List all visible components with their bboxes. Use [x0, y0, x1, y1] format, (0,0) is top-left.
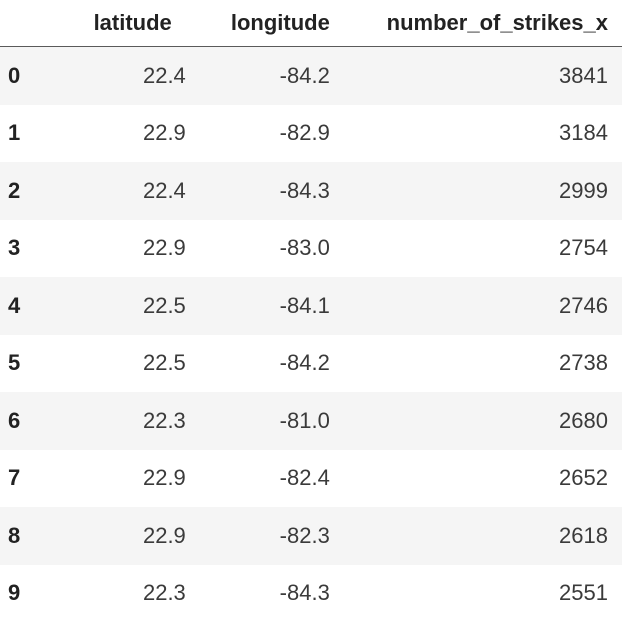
cell-latitude: 22.9 [142, 465, 186, 491]
table-header: latitude longitude number_of_strikes_x [0, 0, 622, 47]
column-header-longitude: longitude [185, 0, 344, 47]
cell-number-of-strikes: 2746 [559, 292, 608, 318]
row-index: 7 [8, 465, 21, 491]
cell-longitude: -83.0 [279, 235, 330, 261]
row-index: 0 [8, 62, 21, 88]
cell-latitude: 22.4 [142, 62, 186, 88]
column-header-latitude: latitude [43, 0, 186, 47]
cell-longitude: -84.1 [279, 292, 330, 318]
cell-latitude: 22.4 [142, 177, 186, 203]
cell-number-of-strikes: 2738 [559, 350, 608, 376]
cell-number-of-strikes: 2754 [559, 235, 608, 261]
cell-longitude: -84.2 [279, 350, 330, 376]
cell-latitude: 22.5 [142, 292, 186, 318]
row-index: 6 [8, 407, 21, 433]
row-index: 2 [8, 177, 21, 203]
cell-longitude: -84.3 [279, 177, 330, 203]
cell-latitude: 22.9 [142, 235, 186, 261]
cell-longitude: -84.2 [279, 62, 330, 88]
cell-longitude: -84.3 [279, 580, 330, 606]
cell-number-of-strikes: 2680 [559, 407, 608, 433]
index-header [0, 0, 43, 47]
table-row: 4 22.5 -84.1 2746 [0, 277, 622, 335]
row-index: 3 [8, 235, 21, 261]
cell-number-of-strikes: 2999 [559, 177, 608, 203]
cell-number-of-strikes: 2652 [559, 465, 608, 491]
table-row: 6 22.3 -81.0 2680 [0, 392, 622, 450]
table-row: 1 22.9 -82.9 3184 [0, 104, 622, 162]
cell-latitude: 22.9 [142, 120, 186, 146]
row-index: 8 [8, 522, 21, 548]
table-row: 8 22.9 -82.3 2618 [0, 507, 622, 565]
cell-number-of-strikes: 3184 [559, 120, 608, 146]
cell-longitude: -82.4 [279, 465, 330, 491]
table-row: 0 22.4 -84.2 3841 [0, 46, 622, 105]
row-index: 1 [8, 120, 21, 146]
cell-number-of-strikes: 3841 [559, 62, 608, 88]
row-index: 5 [8, 350, 21, 376]
table-row: 3 22.9 -83.0 2754 [0, 219, 622, 277]
table-row: 2 22.4 -84.3 2999 [0, 162, 622, 220]
row-index: 9 [8, 580, 21, 606]
cell-longitude: -82.9 [279, 120, 330, 146]
cell-longitude: -82.3 [279, 522, 330, 548]
cell-number-of-strikes: 2618 [559, 522, 608, 548]
table-row: 5 22.5 -84.2 2738 [0, 334, 622, 392]
header-row: latitude longitude number_of_strikes_x [0, 0, 622, 47]
cell-number-of-strikes: 2551 [559, 580, 608, 606]
row-index: 4 [8, 292, 21, 318]
table-body: 0 22.4 -84.2 3841 1 22.9 -82.9 3184 2 22.4 -84.3 29… [0, 46, 622, 622]
cell-latitude: 22.3 [142, 407, 186, 433]
dataframe-table: latitude longitude number_of_strikes_x 0… [0, 0, 622, 622]
cell-latitude: 22.5 [142, 350, 186, 376]
table-row: 9 22.3 -84.3 2551 [0, 564, 622, 622]
table-row: 7 22.9 -82.4 2652 [0, 449, 622, 507]
column-header-number-of-strikes: number_of_strikes_x [343, 0, 622, 47]
cell-latitude: 22.3 [142, 580, 186, 606]
cell-longitude: -81.0 [279, 407, 330, 433]
cell-latitude: 22.9 [142, 522, 186, 548]
